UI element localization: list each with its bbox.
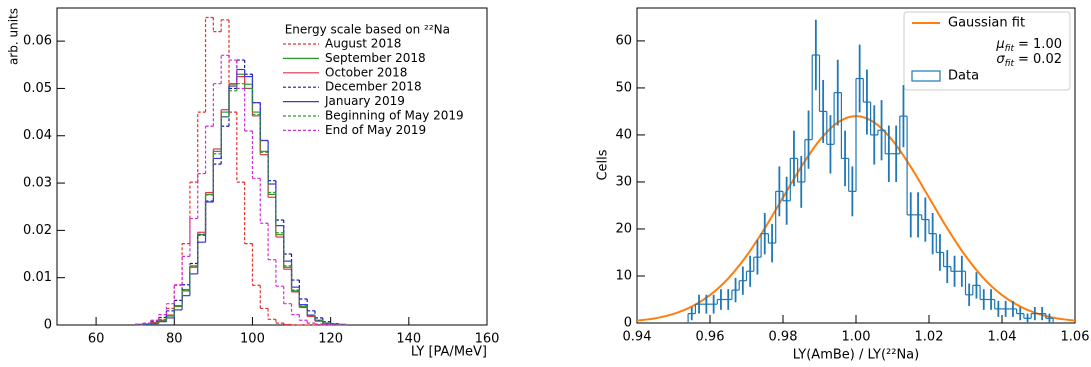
annotation-symbol: σ (996, 52, 1005, 67)
y-tick-label: 0 (44, 318, 52, 333)
x-tick-label: 0.98 (769, 330, 798, 345)
y-tick-label: 10 (615, 268, 632, 283)
legend-label: September 2018 (325, 51, 426, 65)
y-tick-label: 0.01 (23, 270, 52, 285)
annotation-symbol: μ (995, 37, 1004, 52)
y-axis-label: arb. units (7, 8, 21, 65)
legend-label: December 2018 (325, 80, 422, 94)
x-axis-label: LY(AmBe) / LY(²²Na) (793, 348, 919, 363)
y-tick-label: 0.05 (23, 81, 52, 96)
x-tick-label: 0.94 (623, 330, 652, 345)
legend-label: Gaussian fit (948, 16, 1025, 31)
legend-title: Energy scale based on ²²Na (285, 23, 450, 37)
x-tick-label: 1.06 (1061, 330, 1090, 345)
annotation: μfit = 1.00 (995, 37, 1062, 54)
y-tick-label: 0.03 (23, 176, 52, 191)
y-tick-label: 60 (615, 33, 632, 48)
annotation: σfit = 0.02 (996, 52, 1062, 69)
x-tick-label: 60 (88, 332, 105, 347)
y-tick-label: 0 (624, 316, 632, 331)
y-tick-label: 30 (615, 174, 632, 189)
x-tick-label: 0.96 (696, 330, 725, 345)
legend-label: End of May 2019 (325, 123, 426, 137)
x-tick-label: 1.02 (915, 330, 944, 345)
legend-label: October 2018 (325, 65, 407, 79)
legend-label: August 2018 (325, 37, 401, 51)
legend-label: Data (948, 69, 979, 84)
x-tick-label: 120 (318, 332, 343, 347)
x-tick-label: 1.04 (988, 330, 1017, 345)
legend-swatch (911, 70, 941, 82)
y-tick-label: 0.06 (23, 34, 52, 49)
x-axis-label: LY [PA/MeV] (411, 345, 487, 360)
legend-box (903, 11, 1071, 91)
annotation-text: = 0.02 (1018, 52, 1062, 67)
y-tick-label: 50 (615, 80, 632, 95)
annotation-subscript: fit (1005, 59, 1015, 69)
annotation-text: = 1.00 (1018, 37, 1062, 52)
y-tick-label: 0.04 (23, 128, 52, 143)
legend-label: Beginning of May 2019 (325, 109, 464, 123)
x-tick-label: 100 (240, 332, 265, 347)
x-tick-label: 80 (166, 332, 183, 347)
x-tick-label: 1.00 (842, 330, 871, 345)
y-tick-label: 0.02 (23, 223, 52, 238)
plot-frame (56, 7, 488, 326)
y-tick-label: 20 (615, 221, 632, 236)
x-tick-label: 140 (396, 332, 421, 347)
legend-label: January 2019 (324, 94, 405, 108)
annotation-subscript: fit (1005, 44, 1015, 54)
x-tick-label: 160 (475, 332, 500, 347)
y-tick-label: 40 (615, 127, 632, 142)
y-axis-label: Cells (596, 149, 611, 180)
